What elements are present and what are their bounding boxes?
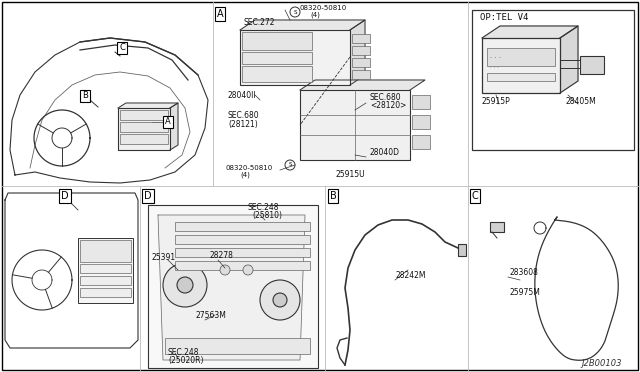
Text: 27563M: 27563M — [195, 311, 226, 320]
Bar — [412, 135, 430, 149]
Circle shape — [260, 280, 300, 320]
Polygon shape — [350, 20, 365, 85]
Text: (4): (4) — [310, 12, 320, 19]
Text: 08320-50810: 08320-50810 — [300, 5, 348, 11]
Bar — [490, 222, 504, 232]
Circle shape — [273, 293, 287, 307]
Text: . . .: . . . — [490, 53, 501, 59]
Bar — [120, 122, 168, 132]
Bar — [242, 66, 312, 82]
Bar — [487, 48, 555, 66]
Circle shape — [163, 263, 207, 307]
Text: A: A — [217, 9, 223, 19]
Polygon shape — [560, 26, 578, 93]
Text: SEC.680: SEC.680 — [370, 93, 402, 102]
Text: S: S — [293, 10, 297, 15]
Text: SEC.272: SEC.272 — [243, 18, 275, 27]
Text: 25391: 25391 — [152, 253, 176, 262]
Polygon shape — [240, 20, 365, 30]
Text: S: S — [288, 163, 292, 167]
Text: (25810): (25810) — [252, 211, 282, 220]
Bar — [120, 110, 168, 120]
Text: C: C — [472, 191, 478, 201]
Text: A: A — [165, 118, 171, 126]
Text: 25915U: 25915U — [335, 170, 365, 179]
Text: 28040D: 28040D — [370, 148, 400, 157]
Text: B: B — [82, 92, 88, 100]
Bar — [352, 34, 370, 43]
Bar — [120, 134, 168, 144]
Bar — [487, 73, 555, 81]
Bar — [118, 108, 170, 150]
Text: 08320-50810: 08320-50810 — [225, 165, 272, 171]
Text: (4): (4) — [240, 172, 250, 179]
Text: B: B — [330, 191, 337, 201]
Text: . . .: . . . — [490, 64, 499, 69]
Bar — [472, 10, 634, 150]
Bar — [242, 52, 312, 64]
Bar — [175, 222, 310, 231]
Bar — [175, 235, 310, 244]
Bar — [78, 238, 133, 303]
Bar — [148, 205, 318, 368]
Text: 28242M: 28242M — [395, 271, 426, 280]
Circle shape — [285, 160, 295, 170]
Polygon shape — [170, 103, 178, 150]
Circle shape — [243, 265, 253, 275]
Polygon shape — [300, 80, 425, 90]
Bar — [175, 248, 310, 257]
Text: D: D — [61, 191, 69, 201]
Text: C: C — [119, 44, 125, 52]
Bar — [352, 70, 370, 79]
Text: SEC.248: SEC.248 — [248, 203, 280, 212]
Polygon shape — [118, 103, 178, 108]
Circle shape — [220, 265, 230, 275]
Bar — [352, 58, 370, 67]
Bar — [458, 244, 466, 256]
Text: SEC.248: SEC.248 — [168, 348, 200, 357]
Text: 25915P: 25915P — [482, 97, 511, 106]
Bar — [80, 288, 131, 297]
Polygon shape — [482, 26, 578, 38]
Bar — [580, 56, 604, 74]
Bar — [242, 32, 312, 50]
Text: (25020R): (25020R) — [168, 356, 204, 365]
Circle shape — [290, 7, 300, 17]
Bar — [412, 95, 430, 109]
Bar — [482, 38, 560, 93]
Bar — [175, 261, 310, 270]
Bar — [80, 264, 131, 273]
Bar — [352, 46, 370, 55]
Bar — [165, 338, 310, 354]
Text: 25975M: 25975M — [510, 288, 541, 297]
Bar — [80, 240, 131, 262]
Circle shape — [177, 277, 193, 293]
Bar — [300, 90, 410, 160]
Text: SEC.680: SEC.680 — [228, 111, 260, 120]
Text: 28040II: 28040II — [228, 91, 257, 100]
Text: OP:TEL V4: OP:TEL V4 — [480, 13, 529, 22]
Bar — [240, 30, 350, 85]
Text: D: D — [144, 191, 152, 201]
Polygon shape — [158, 215, 305, 360]
Text: <28120>: <28120> — [370, 101, 406, 110]
Text: (28121): (28121) — [228, 120, 258, 129]
Text: J2B00103: J2B00103 — [582, 359, 622, 368]
Text: 283608: 283608 — [510, 268, 539, 277]
Bar — [80, 276, 131, 285]
Bar — [412, 115, 430, 129]
Text: 28405M: 28405M — [566, 97, 596, 106]
Text: 28278: 28278 — [210, 251, 234, 260]
